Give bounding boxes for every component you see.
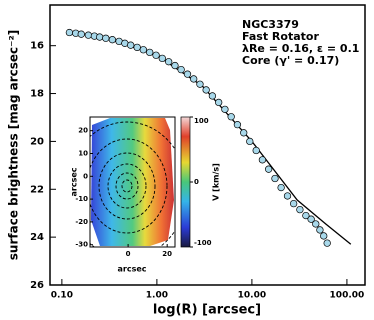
inset-y-tick-label: 20 [78,127,88,135]
y-axis-label: surface brightness [mag arcsec⁻²] [7,30,21,260]
inset-x-tick-label: 0 [126,250,131,258]
data-point [158,54,166,63]
main-plot: 0.10 1.00 10.00 100.00 16 18 20 22 24 26 [30,28,365,301]
data-point [296,205,304,214]
inset-y-tick-label: 10 [78,149,88,157]
data-point [183,70,192,78]
data-point [227,113,235,121]
colorbar-tick-label: 0 [194,178,199,186]
data-point [283,192,292,200]
data-point [312,220,320,228]
data-point [246,137,254,146]
data-point [307,215,315,223]
data-point [289,199,298,208]
y-tick-label: 20 [30,136,44,147]
y-tick-label: 16 [30,41,44,52]
data-point [133,43,141,52]
data-point [258,156,267,164]
data-point [323,239,331,247]
x-axis-label: log(R) [arcsec] [153,303,261,318]
y-tick-label: 22 [30,184,44,195]
inset-x-tick-label: 20 [162,250,172,258]
x-tick-label: 100.00 [330,291,365,301]
inset-y-tick-label: -10 [75,195,88,203]
data-point [177,65,185,74]
data-point [152,51,160,59]
annotation: λRe = 0.16, ε = 0.1 [242,42,359,55]
data-point [102,34,110,42]
inset-y-tick-label: -20 [75,218,88,226]
y-tick-label: 18 [30,89,44,100]
x-tick-label: 1.00 [146,291,168,301]
annotation: Core (γ' = 0.17) [242,54,339,67]
plot-frame [49,4,366,286]
data-point [264,165,273,173]
inset-frame [89,116,176,248]
y-tick-label: 26 [30,280,44,291]
data-point [127,41,135,49]
inset-y-label: arcsec [70,167,79,196]
colorbar-label: V [km/s] [212,163,221,201]
data-point [320,232,328,240]
colorbar-tick-label: 100 [194,117,209,125]
data-point [96,33,104,41]
data-point [252,146,260,155]
data-point [84,31,93,39]
data-point [208,92,217,100]
data-point [196,80,204,88]
x-tick-label: 0.10 [51,291,73,301]
data-point [240,129,248,137]
data-point [65,28,74,37]
colorbar [180,116,191,248]
data-point [139,46,147,54]
data-point [77,30,85,38]
data-point [233,121,242,129]
data-point [146,48,154,57]
data-point [277,183,285,192]
data-point [221,105,229,113]
inset-y-tick-label: 0 [83,172,88,180]
colorbar-tick-label: -100 [194,239,212,247]
data-point [190,75,198,83]
data-point [316,226,324,234]
data-point [215,98,223,107]
isophote-contours [90,121,175,247]
annotation: Fast Rotator [242,30,319,43]
data-point [302,211,310,220]
y-tick-label: 24 [30,232,44,243]
velocity-map [89,116,191,248]
data-point [171,61,179,70]
inset-x-label: arcsec [117,265,146,274]
velocity-field [91,118,174,246]
data-point [108,36,117,44]
inset-y-tick-label: -30 [75,241,88,249]
data-point [202,86,210,94]
x-tick-label: 10.00 [238,291,266,301]
annotation: NGC3379 [242,18,299,31]
data-point [271,174,279,183]
data-point [165,58,173,66]
